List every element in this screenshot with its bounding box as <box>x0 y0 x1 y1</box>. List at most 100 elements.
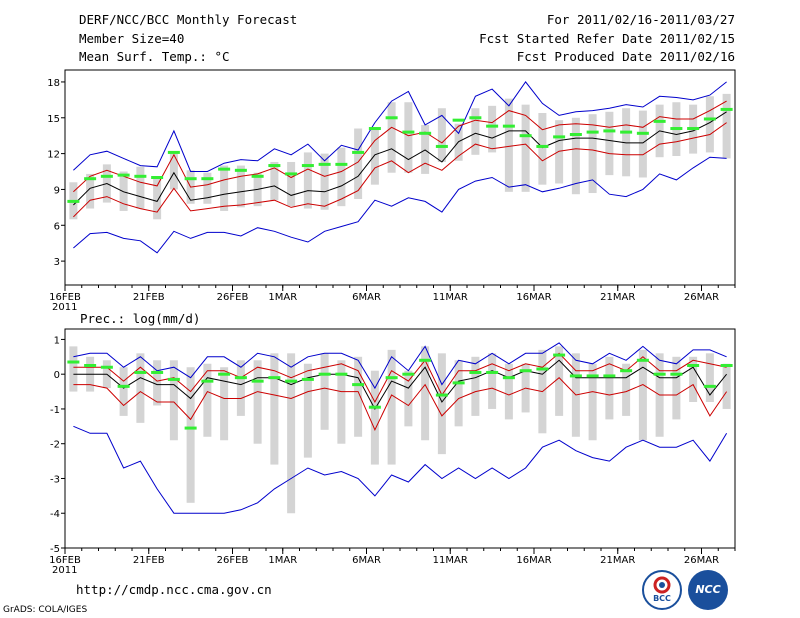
median-marker <box>419 131 432 135</box>
spread-box <box>605 356 614 420</box>
median-marker <box>318 162 331 166</box>
x-tick-label: 21MAR <box>600 292 635 303</box>
median-marker <box>268 164 281 168</box>
spread-box <box>437 353 446 455</box>
x-tick-label: 16FEB <box>49 292 81 303</box>
median-marker <box>620 369 633 373</box>
spread-box <box>404 370 413 427</box>
spread-box <box>119 367 128 416</box>
spread-box <box>270 353 279 465</box>
x-tick-label: 16MAR <box>516 292 551 303</box>
x-tick-label: 21MAR <box>600 555 635 566</box>
x-tick-label: 26FEB <box>217 292 249 303</box>
chart-title: DERF/NCC/BCC Monthly Forecast <box>79 12 298 27</box>
median-marker <box>218 167 231 171</box>
x-tick-label: 21FEB <box>133 292 165 303</box>
spread-box <box>471 108 480 155</box>
median-marker <box>586 130 599 134</box>
x-year-label: 2011 <box>52 302 77 313</box>
median-marker <box>469 116 482 120</box>
upper-spread-line <box>73 100 727 193</box>
variable-label-precipitation: Prec.: log(mm/d) <box>80 311 200 326</box>
spread-box <box>354 356 363 437</box>
spread-box <box>672 356 681 420</box>
median-marker <box>603 374 616 378</box>
spread-box <box>370 370 379 465</box>
forecast-range: For 2011/02/16-2011/03/27 <box>546 12 735 27</box>
spread-box <box>337 360 346 444</box>
spread-box <box>320 353 329 430</box>
median-marker <box>352 383 365 387</box>
x-tick-label: 16MAR <box>516 555 551 566</box>
bcc-logo-text: BCC <box>653 594 671 603</box>
spread-box <box>471 356 480 416</box>
spread-box <box>638 110 647 178</box>
spread-box <box>337 147 346 207</box>
median-marker <box>670 372 683 376</box>
spread-box <box>236 360 245 416</box>
median-marker <box>687 127 700 131</box>
spread-box <box>287 353 296 514</box>
median-marker <box>653 372 666 376</box>
median-marker <box>519 134 532 138</box>
spread-box <box>689 356 698 402</box>
lower-spread-line <box>73 122 727 218</box>
median-marker <box>720 364 733 367</box>
median-marker <box>301 377 314 381</box>
median-marker <box>536 367 549 371</box>
median-marker <box>452 381 465 385</box>
median-marker <box>285 379 298 383</box>
spread-box <box>270 161 279 201</box>
median-marker <box>603 129 616 133</box>
upper-spread-line <box>73 352 727 404</box>
median-marker <box>502 124 515 128</box>
median-marker <box>402 372 415 376</box>
median-marker <box>519 369 532 373</box>
x-tick-label: 1MAR <box>268 555 297 566</box>
y-tick-label: 12 <box>47 150 60 161</box>
x-tick-label: 6MAR <box>352 292 381 303</box>
median-marker <box>218 372 231 376</box>
median-marker <box>167 150 180 154</box>
ncc-logo: NCC <box>688 570 728 610</box>
median-marker <box>368 405 381 409</box>
median-marker <box>201 379 214 383</box>
spread-box <box>220 367 229 441</box>
median-marker <box>368 127 381 131</box>
y-tick-label: -1 <box>50 405 60 416</box>
spread-box <box>387 102 396 173</box>
spread-box <box>538 113 547 185</box>
spread-box <box>521 104 530 192</box>
spread-box <box>86 173 95 209</box>
y-tick-label: 0 <box>54 370 60 381</box>
y-tick-label: -5 <box>50 544 60 555</box>
spread-box <box>605 111 614 176</box>
spread-box <box>638 349 647 441</box>
y-tick-label: 6 <box>54 221 60 232</box>
x-tick-label: 21FEB <box>133 555 165 566</box>
spread-box <box>119 171 128 211</box>
y-tick-label: -2 <box>50 440 60 451</box>
median-marker <box>536 144 549 148</box>
median-marker <box>301 164 314 168</box>
precipitation-panel: -5 -4 -3 -2 -1 0 1 16FEB 21FEB 26FEB 1MAR 6MAR 11MAR… <box>49 328 736 576</box>
x-tick-label: 1MAR <box>268 292 297 303</box>
median-marker <box>569 133 582 136</box>
spread-box <box>153 178 162 220</box>
median-marker <box>335 372 348 376</box>
bcc-logo-mark-icon <box>653 576 671 594</box>
spread-box <box>437 108 446 162</box>
x-tick-label: 26MAR <box>684 292 719 303</box>
spread-box <box>454 360 463 427</box>
source-url[interactable]: http://cmdp.ncc.cma.gov.cn <box>76 582 272 597</box>
median-marker <box>84 364 97 367</box>
spread-box <box>220 165 229 211</box>
median-marker <box>251 379 264 383</box>
plot-frame <box>64 328 736 549</box>
median-marker <box>486 124 499 128</box>
median-marker <box>703 117 716 121</box>
spread-box <box>404 102 413 173</box>
median-marker <box>117 384 130 388</box>
median-marker <box>167 377 180 381</box>
